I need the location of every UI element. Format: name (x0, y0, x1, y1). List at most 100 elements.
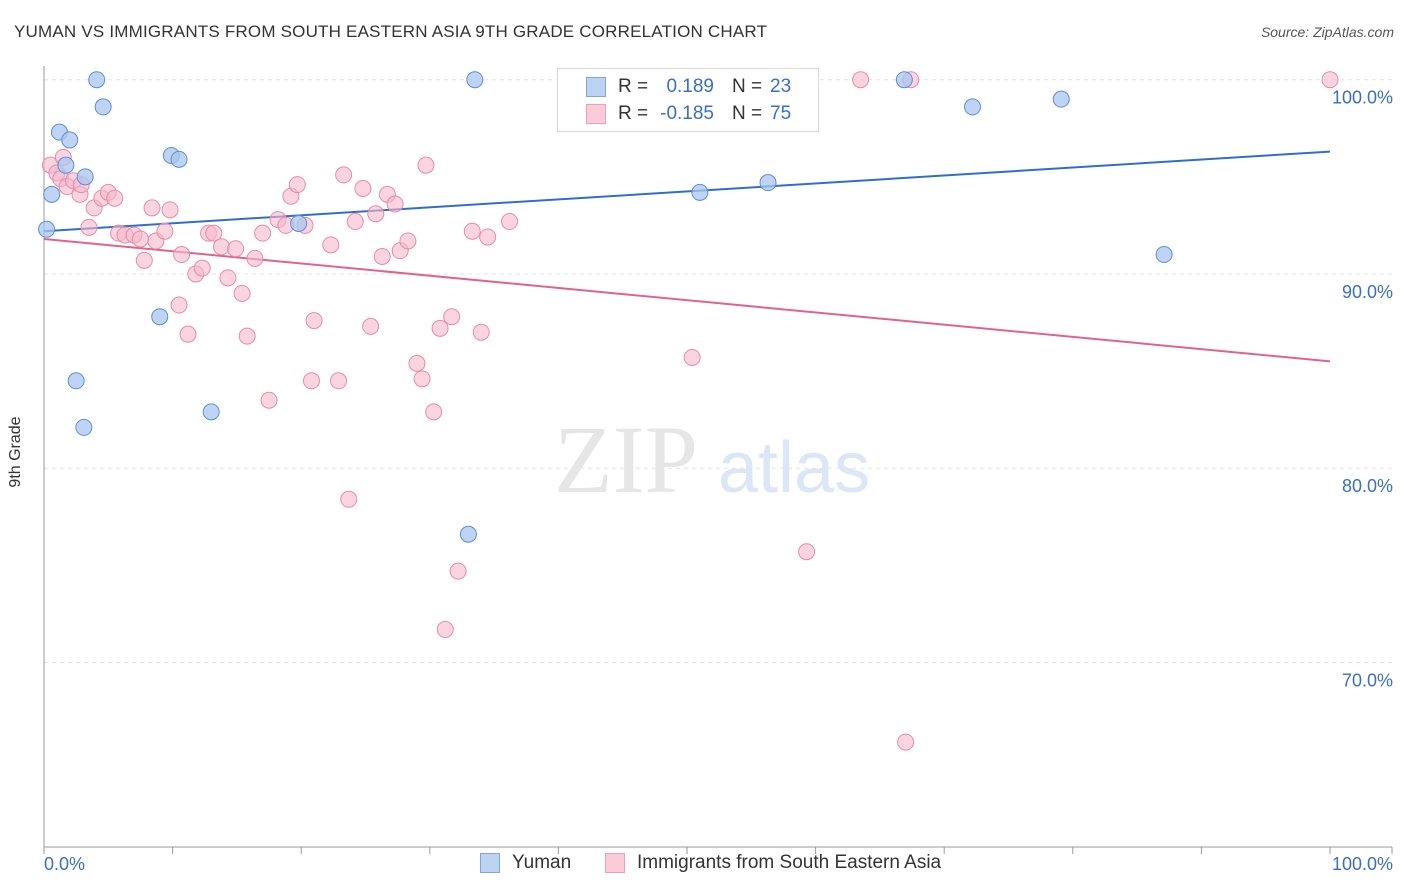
point-sea (897, 733, 915, 751)
watermark-atlas: atlas (718, 428, 870, 508)
point-sea (425, 403, 443, 421)
trend-line-sea (43, 238, 1331, 363)
x-tick-label: 100.0% (1332, 854, 1393, 874)
point-sea (431, 319, 449, 337)
point-sea (106, 189, 124, 207)
point-sea (288, 176, 306, 194)
point-yuman (459, 525, 477, 543)
point-sea (436, 620, 454, 638)
correlation-legend: R = 0.189 N = 23 R = -0.185 N = 75 (557, 68, 819, 132)
point-sea (408, 354, 426, 372)
grid-lines (44, 79, 1392, 663)
point-yuman (57, 156, 75, 174)
point-sea (479, 228, 497, 246)
point-yuman (88, 71, 106, 89)
x-tick-label: 0.0% (44, 854, 85, 874)
point-sea (135, 251, 153, 269)
point-sea (386, 195, 404, 213)
point-sea (179, 325, 197, 343)
legend-label-yuman: Yuman (512, 852, 572, 873)
point-sea (367, 205, 385, 223)
point-sea (238, 327, 256, 345)
point-yuman (691, 183, 709, 201)
point-sea (362, 317, 380, 335)
point-yuman (963, 98, 981, 116)
legend-swatch-sea (605, 853, 625, 873)
y-tick-label: 70.0% (1342, 670, 1393, 690)
n-value: 75 (770, 103, 792, 124)
point-yuman (75, 418, 93, 436)
point-sea (246, 249, 264, 267)
point-sea (335, 166, 353, 184)
r-label: R = (618, 103, 649, 124)
legend-item-yuman[interactable]: Yuman (480, 852, 571, 874)
r-value: 0.189 (666, 76, 714, 97)
r-label: R = (618, 76, 649, 97)
point-yuman (67, 372, 85, 390)
trend-line-yuman (43, 150, 1331, 233)
point-sea (161, 201, 179, 219)
point-sea (260, 391, 278, 409)
point-yuman (895, 71, 913, 89)
legend-row-sea: R = -0.185 N = 75 (558, 101, 818, 127)
point-yuman (466, 71, 484, 89)
watermark: ZIP atlas (554, 406, 870, 513)
point-sea (449, 562, 467, 580)
point-sea (227, 240, 245, 258)
point-sea (413, 370, 431, 388)
point-sea (443, 308, 461, 326)
point-sea (173, 246, 191, 264)
chart-title: YUMAN VS IMMIGRANTS FROM SOUTH EASTERN A… (14, 22, 768, 41)
point-yuman (38, 220, 56, 238)
point-sea (501, 213, 519, 231)
tick-labels: 70.0% 80.0% 90.0% 100.0% 0.0% 100.0% (44, 88, 1393, 874)
legend-item-sea[interactable]: Immigrants from South Eastern Asia (605, 852, 941, 874)
point-sea (193, 259, 211, 277)
point-sea (305, 312, 323, 330)
y-tick-label: 80.0% (1342, 476, 1393, 496)
point-sea (472, 323, 490, 341)
data-points (38, 71, 1339, 751)
point-yuman (151, 308, 169, 326)
point-yuman (290, 214, 308, 232)
point-yuman (94, 98, 112, 116)
y-tick-label: 90.0% (1342, 282, 1393, 302)
point-sea (463, 222, 481, 240)
legend-swatch-yuman (586, 77, 606, 97)
point-sea (399, 232, 417, 250)
point-sea (156, 222, 174, 240)
point-sea (80, 218, 98, 236)
point-sea (302, 372, 320, 390)
chart-source: Source: ZipAtlas.com (1260, 24, 1394, 40)
point-yuman (170, 150, 188, 168)
point-yuman (61, 131, 79, 149)
point-sea (205, 224, 223, 242)
point-yuman (1155, 246, 1173, 264)
legend-row-yuman: R = 0.189 N = 23 (558, 74, 818, 100)
point-sea (233, 284, 251, 302)
point-sea (322, 236, 340, 254)
legend-swatch-yuman (480, 853, 500, 873)
n-label: N = (732, 103, 763, 124)
point-yuman (76, 168, 94, 186)
legend-label-sea: Immigrants from South Eastern Asia (637, 852, 942, 873)
r-value: -0.185 (660, 103, 714, 124)
point-sea (170, 296, 188, 314)
point-sea (131, 230, 149, 248)
point-sea (219, 269, 237, 287)
point-sea (683, 348, 701, 366)
point-sea (329, 372, 347, 390)
point-sea (373, 247, 391, 265)
point-yuman (43, 185, 61, 203)
n-value: 23 (770, 76, 792, 97)
series-legend: Yuman Immigrants from South Eastern Asia (0, 852, 1406, 878)
y-axis-title: 9th Grade (7, 416, 24, 488)
y-tick-label: 100.0% (1332, 88, 1393, 108)
point-sea (852, 71, 870, 89)
point-yuman (202, 403, 220, 421)
legend-swatch-sea (586, 104, 606, 124)
point-sea (212, 238, 230, 256)
point-sea (340, 490, 358, 508)
point-sea (417, 156, 435, 174)
